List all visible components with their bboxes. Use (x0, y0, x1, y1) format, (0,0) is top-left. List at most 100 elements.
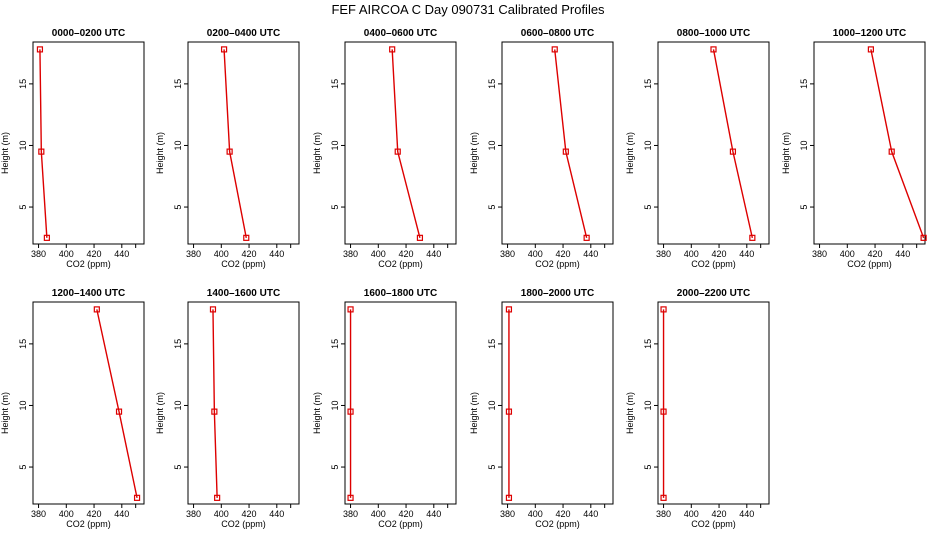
x-tick-label: 380 (656, 249, 671, 259)
plot-frame (501, 41, 614, 245)
plot-frame (32, 41, 145, 245)
y-axis-label: Height (m) (0, 132, 10, 174)
y-tick-label: 15 (487, 79, 497, 89)
y-axis-label: Height (m) (0, 392, 10, 434)
x-tick-label: 420 (87, 509, 102, 519)
x-tick-label: 440 (269, 509, 284, 519)
x-tick-label: 400 (528, 249, 543, 259)
x-tick-label: 400 (528, 509, 543, 519)
x-tick-label: 400 (59, 249, 74, 259)
panel-title: 1000–1200 UTC (833, 28, 906, 39)
x-tick-label: 440 (269, 249, 284, 259)
data-point (38, 148, 45, 155)
x-tick-label: 400 (371, 249, 386, 259)
x-tick-label: 380 (186, 249, 201, 259)
profile-line (96, 309, 138, 498)
x-tick-label: 420 (242, 249, 257, 259)
profile-line (223, 49, 247, 238)
x-tick-label: 420 (399, 249, 414, 259)
x-tick-label: 420 (556, 249, 571, 259)
x-tick-label: 380 (343, 509, 358, 519)
y-tick-label: 10 (330, 400, 340, 410)
panel-title: 2000–2200 UTC (677, 288, 750, 299)
panel-title: 0600–0800 UTC (521, 28, 594, 39)
y-tick-label: 10 (799, 140, 809, 150)
y-tick-label: 15 (173, 339, 183, 349)
x-tick-label: 380 (31, 509, 46, 519)
y-tick-label: 5 (330, 465, 340, 470)
y-tick-label: 10 (487, 140, 497, 150)
x-axis-label: CO2 (ppm) (66, 259, 111, 269)
x-axis-label: CO2 (ppm) (691, 259, 736, 269)
y-tick-label: 5 (487, 465, 497, 470)
x-tick-label: 400 (214, 509, 229, 519)
y-tick-label: 15 (643, 79, 653, 89)
plot-frame (501, 301, 614, 505)
y-tick-label: 10 (18, 140, 28, 150)
plot-frame (187, 301, 300, 505)
profile-line (391, 49, 421, 239)
x-tick-label: 440 (426, 509, 441, 519)
data-point (389, 46, 396, 53)
x-tick-label: 420 (87, 249, 102, 259)
y-axis-label: Height (m) (155, 392, 165, 434)
panel-title: 0200–0400 UTC (207, 28, 280, 39)
x-tick-label: 400 (840, 249, 855, 259)
profile-panel: 1000–1200 UTC 380 400 420 440 5 10 15 CO2 (ppm) H… (781, 28, 927, 269)
data-point (505, 494, 513, 501)
data-point (93, 306, 100, 313)
data-point (660, 494, 667, 501)
x-tick-label: 400 (684, 249, 699, 259)
y-axis-label: Height (m) (625, 392, 635, 434)
y-tick-label: 10 (173, 140, 183, 150)
data-point (220, 46, 228, 53)
panel-title: 1200–1400 UTC (52, 288, 125, 299)
x-axis-label: CO2 (ppm) (691, 519, 736, 529)
y-tick-label: 10 (487, 400, 497, 410)
y-axis-label: Height (m) (312, 132, 322, 174)
data-point (347, 494, 354, 501)
profile-panel: 0000–0200 UTC 380 400 420 440 5 10 15 CO2 (ppm) H… (0, 28, 145, 269)
data-point (660, 306, 667, 313)
panel-title: 1800–2000 UTC (521, 288, 594, 299)
plot-frame (344, 301, 457, 505)
data-point (347, 408, 354, 415)
x-tick-label: 440 (114, 249, 129, 259)
y-tick-label: 5 (18, 205, 28, 210)
y-tick-label: 15 (173, 79, 183, 89)
y-tick-label: 5 (487, 205, 497, 210)
x-axis-label: CO2 (ppm) (221, 519, 266, 529)
y-tick-label: 5 (18, 465, 28, 470)
y-tick-label: 5 (330, 205, 340, 210)
data-point (562, 148, 569, 155)
plot-frame (187, 41, 300, 245)
y-tick-label: 15 (330, 339, 340, 349)
x-tick-label: 440 (739, 509, 754, 519)
figure-title: FEF AIRCOA C Day 090731 Calibrated Profi… (331, 2, 605, 17)
data-point (505, 306, 513, 313)
data-point (36, 46, 44, 53)
y-tick-label: 15 (643, 339, 653, 349)
y-tick-label: 15 (799, 79, 809, 89)
y-axis-label: Height (m) (781, 132, 791, 174)
data-point (660, 408, 667, 415)
x-tick-label: 420 (712, 249, 727, 259)
profile-line (39, 49, 48, 238)
data-point (888, 148, 895, 155)
x-tick-label: 420 (556, 509, 571, 519)
plot-frame (657, 41, 770, 245)
data-point (710, 46, 717, 53)
data-point (505, 408, 513, 415)
data-point (115, 408, 123, 415)
data-point (43, 234, 50, 241)
data-point (347, 306, 354, 313)
x-tick-label: 440 (583, 509, 598, 519)
profile-panel: 1800–2000 UTC 380 400 420 440 5 10 15 CO2 (ppm) H… (469, 288, 614, 529)
x-tick-label: 400 (371, 509, 386, 519)
x-tick-label: 420 (242, 509, 257, 519)
data-point (226, 148, 233, 155)
profile-panel: 1200–1400 UTC 380 400 420 440 5 10 15 CO2 (ppm) H… (0, 288, 145, 529)
x-tick-label: 440 (114, 509, 129, 519)
x-tick-label: 440 (895, 249, 910, 259)
plot-frame (813, 41, 926, 245)
